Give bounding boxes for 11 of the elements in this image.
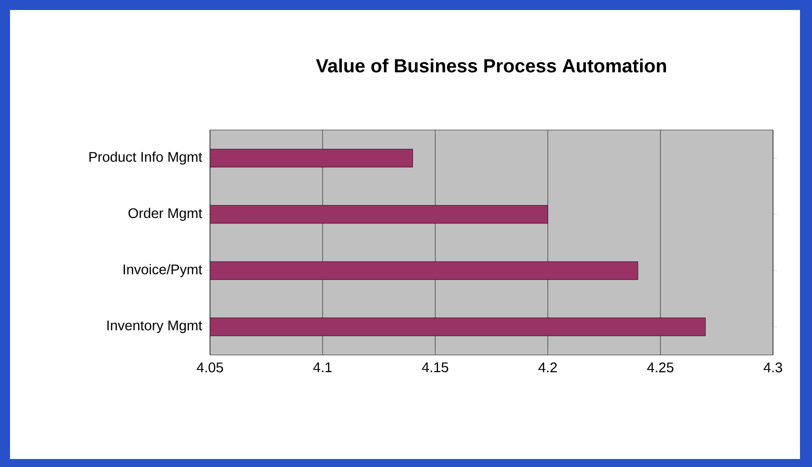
chart-title: Value of Business Process Automation [316, 58, 666, 72]
y-tick-label: Invoice/Pymt [124, 264, 202, 278]
x-tick-label: 4.15 [422, 362, 448, 372]
x-tick-label: 4.3 [764, 362, 782, 372]
x-tick-label: 4.05 [196, 362, 223, 372]
y-tick-label: Inventory Mgmt [107, 320, 202, 334]
x-tick-label: 4.1 [313, 362, 332, 372]
x-tick-label: 4.2 [538, 362, 557, 372]
y-tick-label: Product Info Mgmt [89, 152, 202, 165]
x-tick-label: 4.25 [647, 362, 674, 372]
y-tick-label: Order Mgmt [128, 208, 202, 221]
